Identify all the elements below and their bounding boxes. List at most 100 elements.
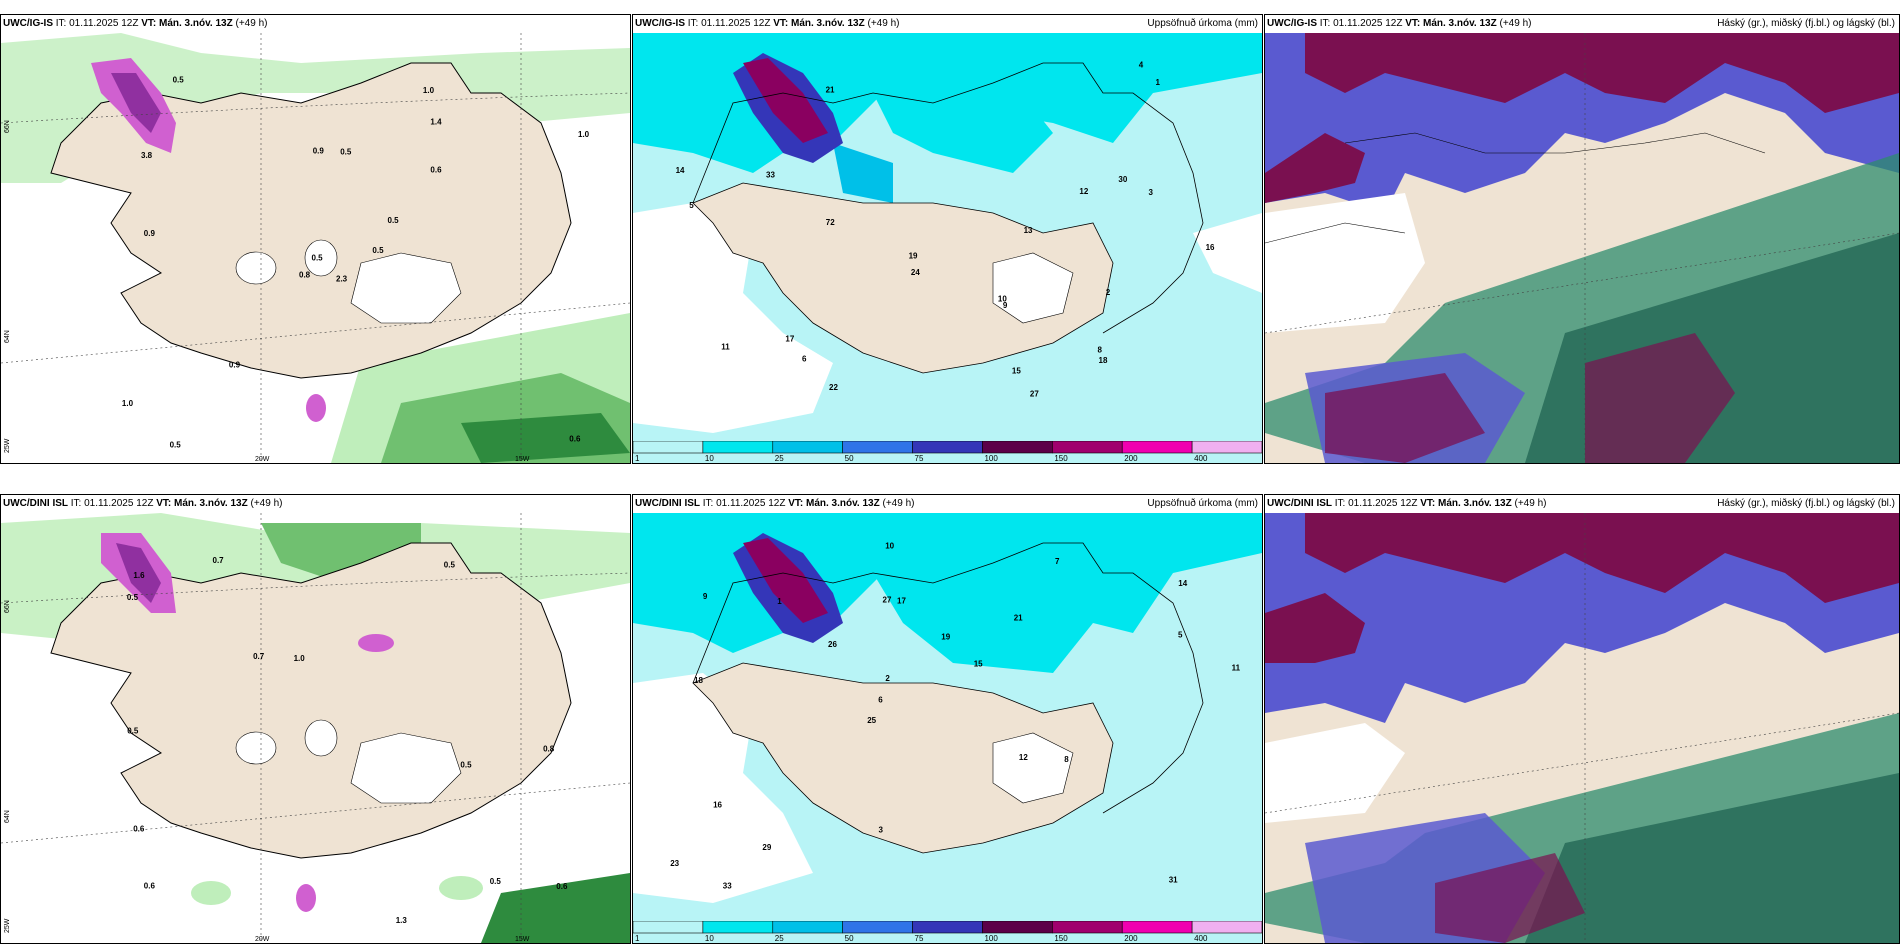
value-label: 0.8 — [299, 271, 311, 280]
value-label: 0.9 — [313, 147, 325, 156]
map-panel-igis-clouds: UWC/IG-IS IT: 01.11.2025 12Z VT: Mán. 3.… — [1264, 14, 1900, 464]
value-label: 2.3 — [336, 275, 348, 284]
colorbar-swatch — [1191, 921, 1262, 934]
colorbar-swatch — [982, 921, 1053, 934]
value-label: 10 — [998, 295, 1007, 304]
value-label: 16 — [1206, 243, 1215, 252]
map-canvas: 66N 64N 25W 20W 15W 0.50.80.60.71.00.50.… — [1, 513, 630, 943]
value-label: 21 — [1014, 614, 1023, 623]
value-label: 13 — [1024, 226, 1033, 235]
value-label: 17 — [897, 597, 906, 606]
map-panel-dini-precip: UWC/DINI ISL IT: 01.11.2025 12Z VT: Mán.… — [632, 494, 1263, 944]
lat-label: 64N — [4, 330, 11, 343]
map-panel-igis-precip: UWC/IG-IS IT: 01.11.2025 12Z VT: Mán. 3.… — [632, 14, 1263, 464]
value-label: 2 — [1106, 288, 1111, 297]
value-label: 0.5 — [170, 440, 182, 449]
value-label: 0.5 — [490, 877, 502, 886]
value-label: 0.5 — [444, 560, 456, 569]
colorbar-label: 10 — [705, 934, 714, 943]
lon-label: 15W — [515, 936, 530, 943]
value-label: 0.5 — [372, 246, 384, 255]
value-label: 22 — [829, 383, 838, 392]
colorbar-label: 100 — [984, 934, 998, 943]
panel-header: UWC/DINI ISL IT: 01.11.2025 12Z VT: Mán.… — [635, 498, 1258, 509]
lat-label: 64N — [4, 810, 11, 823]
value-label: 1.0 — [423, 86, 435, 95]
value-label: 12 — [1019, 753, 1028, 762]
value-label: 27 — [883, 595, 892, 604]
colorbar-swatch — [1052, 441, 1123, 454]
panel-header: UWC/IG-IS IT: 01.11.2025 12Z VT: Mán. 3.… — [635, 18, 1258, 29]
colorbar-label: 50 — [845, 454, 854, 463]
value-label: 24 — [911, 268, 920, 277]
colorbar-swatch — [772, 921, 843, 934]
colorbar-label: 75 — [915, 454, 924, 463]
map-panel-dini-clouds: UWC/DINI ISL IT: 01.11.2025 12Z VT: Mán.… — [1264, 494, 1900, 944]
value-label: 0.5 — [340, 148, 352, 157]
lat-label: 66N — [4, 120, 11, 133]
value-label: 21 — [826, 86, 835, 95]
colorbar-swatch — [1191, 441, 1262, 454]
value-label: 29 — [762, 843, 771, 852]
value-label: 0.6 — [569, 434, 581, 443]
colorbar: 1 10 25 50 75 100 150 200 400 — [633, 921, 1262, 943]
colorbar-label: 100 — [984, 454, 998, 463]
value-label: 3 — [1149, 188, 1154, 197]
value-label: 1 — [777, 597, 782, 606]
lon-label: 20W — [255, 456, 270, 463]
map-canvas: 3118142521332719162623291715891011125632… — [633, 513, 1262, 943]
value-label: 72 — [826, 218, 835, 227]
value-label: 26 — [828, 640, 837, 649]
value-label: 7 — [1055, 557, 1060, 566]
value-labels: 0.5 0.8 0.6 0.7 1.0 0.5 0.6 0.5 0.7 1.3 0.5 0.5 1.6 0… — [127, 556, 568, 925]
colorbar-label: 150 — [1054, 454, 1068, 463]
colorbar-swatch — [842, 441, 913, 454]
colorbar: 1 10 25 50 75 100 150 200 400 — [633, 441, 1262, 463]
colorbar-label: 75 — [915, 934, 924, 943]
value-label: 0.7 — [253, 652, 265, 661]
value-label: 33 — [723, 882, 732, 891]
value-label: 9 — [1003, 301, 1008, 310]
lon-label: 25W — [4, 918, 11, 933]
value-label: 3.8 — [141, 151, 153, 160]
value-label: 1.6 — [133, 571, 145, 580]
lat-label: 66N — [4, 600, 11, 613]
colorbar-swatch — [842, 921, 913, 934]
value-label: 0.6 — [133, 825, 145, 834]
value-labels: 3118142521332719162623291715891011125632… — [670, 541, 1240, 890]
value-label: 4 — [1139, 61, 1144, 70]
value-label: 18 — [694, 676, 703, 685]
value-label: 6 — [878, 695, 883, 704]
value-label: 1.0 — [578, 130, 590, 139]
value-label: 19 — [909, 252, 918, 261]
colorbar-label: 25 — [775, 934, 784, 943]
colorbar-label: 400 — [1194, 454, 1208, 463]
colorbar-label: 150 — [1054, 934, 1068, 943]
colorbar-label: 200 — [1124, 454, 1138, 463]
value-label: 5 — [689, 201, 694, 210]
colorbar-label: 25 — [775, 454, 784, 463]
value-label: 0.5 — [127, 727, 139, 736]
map-canvas — [1265, 513, 1899, 943]
colorbar-swatch — [633, 921, 704, 934]
value-label: 1.4 — [430, 118, 442, 127]
colorbar-swatch — [1121, 441, 1193, 454]
value-label: 0.6 — [556, 882, 568, 891]
colorbar-swatch — [1052, 921, 1123, 934]
value-label: 1.0 — [294, 654, 306, 663]
colorbar-label: 1 — [635, 454, 640, 463]
value-label: 6 — [802, 355, 807, 364]
map-canvas: 66N 64N 25W 20W 15W 2.3 3.8 0.5 1.0 0.5 0.9 1.… — [1, 33, 630, 463]
value-label: 0.5 — [173, 76, 185, 85]
value-label: 8 — [1064, 755, 1069, 764]
map-canvas — [1265, 33, 1899, 463]
value-label: 31 — [1169, 876, 1178, 885]
value-label: 27 — [1030, 390, 1039, 399]
value-labels: 2.3 3.8 0.5 1.0 0.5 0.9 1.0 0.5 1.4 0.5 0.5 0.6 0.9 1… — [122, 76, 590, 450]
panel-header: UWC/DINI ISL IT: 01.11.2025 12Z VT: Mán.… — [1267, 498, 1895, 509]
colorbar-label: 50 — [845, 934, 854, 943]
value-label: 0.5 — [127, 593, 139, 602]
map-panel-dini-wind: UWC/DINI ISL IT: 01.11.2025 12Z VT: Mán.… — [0, 494, 631, 944]
